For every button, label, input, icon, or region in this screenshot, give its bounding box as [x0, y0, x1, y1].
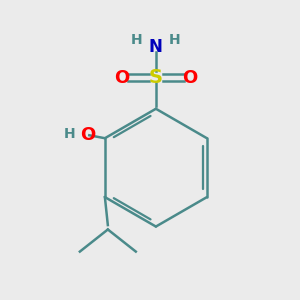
Text: O: O	[80, 126, 95, 144]
Text: O: O	[114, 69, 130, 87]
Text: S: S	[149, 68, 163, 87]
Text: H: H	[64, 127, 75, 141]
Text: N: N	[149, 38, 163, 56]
Text: O: O	[182, 69, 197, 87]
Text: H: H	[131, 33, 142, 46]
Text: H: H	[169, 33, 181, 46]
